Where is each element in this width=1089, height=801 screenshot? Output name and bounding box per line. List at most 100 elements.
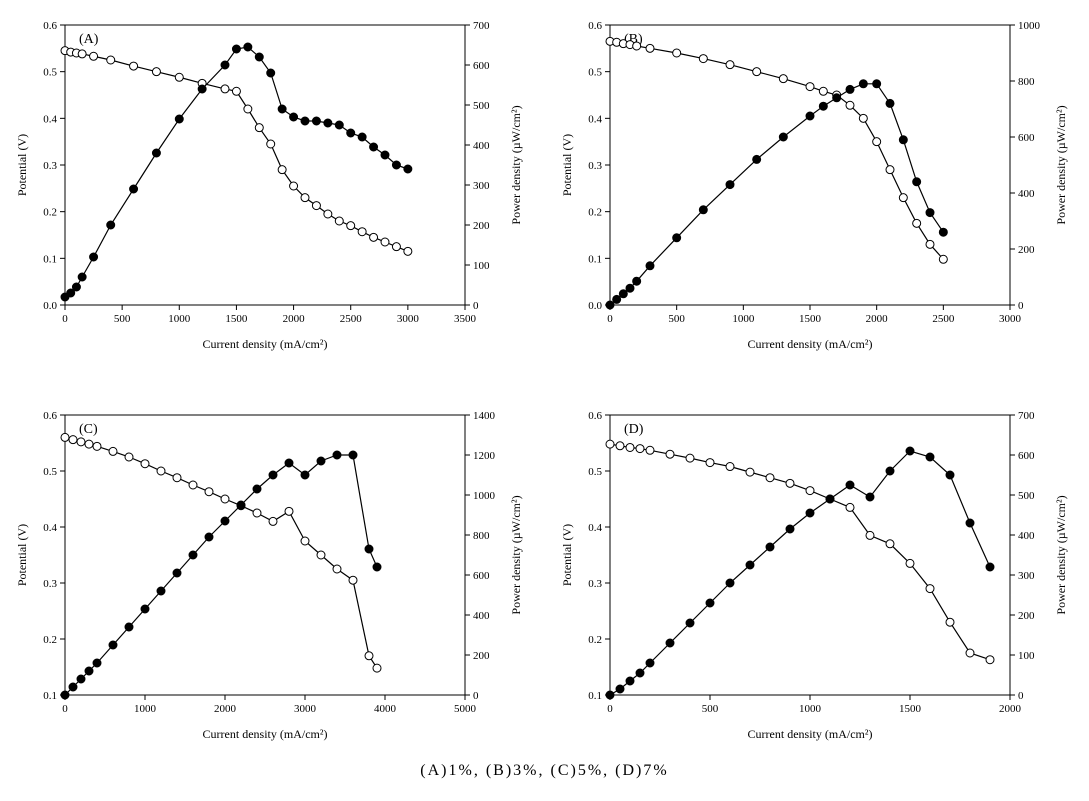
power-series-marker [746,561,754,569]
potential-series-marker [606,440,614,448]
potential-series-marker [616,442,624,450]
power-series-marker [886,467,894,475]
svg-text:400: 400 [473,610,490,622]
svg-text:1500: 1500 [225,313,248,325]
svg-text:0: 0 [62,703,68,715]
power-series-marker [986,563,994,571]
potential-series-marker [899,194,907,202]
power-series-marker [686,619,694,627]
svg-text:2500: 2500 [340,313,363,325]
power-series-marker [358,133,366,141]
power-series-marker [205,533,213,541]
svg-text:0: 0 [1018,300,1024,312]
svg-text:100: 100 [473,260,490,272]
power-series-marker [78,273,86,281]
power-series-marker [267,69,275,77]
potential-series-marker [946,618,954,626]
panel-label-C: (C) [79,422,98,437]
svg-text:Power density (µW/cm²): Power density (µW/cm²) [1054,105,1068,224]
potential-series-marker [939,255,947,263]
potential-series-marker [130,62,138,70]
chart-panel-C: 0100020003000400050000.10.20.30.40.50.60… [10,400,530,750]
potential-series-marker [290,182,298,190]
power-series-marker [846,85,854,93]
power-series-marker [606,691,614,699]
power-series-marker [189,551,197,559]
power-series-marker [324,119,332,127]
potential-series-marker [779,75,787,83]
svg-text:500: 500 [668,313,685,325]
svg-text:600: 600 [1018,450,1035,462]
svg-text:3000: 3000 [999,313,1022,325]
power-series-marker [77,675,85,683]
power-series-marker [152,149,160,157]
power-series-line [610,84,943,305]
svg-text:3500: 3500 [454,313,477,325]
svg-text:Current density (mA/cm²): Current density (mA/cm²) [747,337,872,351]
svg-text:2000: 2000 [283,313,306,325]
svg-text:1000: 1000 [134,703,157,715]
svg-text:0: 0 [62,313,68,325]
potential-series-marker [244,105,252,113]
potential-series-marker [636,445,644,453]
power-series-marker [726,579,734,587]
power-series-marker [612,295,620,303]
potential-series-marker [846,101,854,109]
power-series-marker [269,471,277,479]
potential-series-marker [699,55,707,63]
svg-text:0.5: 0.5 [588,466,602,478]
potential-series-marker [173,474,181,482]
potential-series-line [65,51,408,252]
power-series-marker [646,659,654,667]
svg-text:0.3: 0.3 [43,578,57,590]
svg-text:0.3: 0.3 [588,160,602,172]
power-series-marker [636,669,644,677]
svg-text:2000: 2000 [865,313,888,325]
potential-series-marker [109,447,117,455]
svg-text:1000: 1000 [732,313,755,325]
power-series-marker [125,623,133,631]
power-series-marker [872,80,880,88]
svg-text:400: 400 [473,140,490,152]
svg-text:0.2: 0.2 [43,207,57,219]
potential-series-marker [221,495,229,503]
potential-series-marker [78,50,86,58]
power-series-marker [926,453,934,461]
power-series-marker [646,262,654,270]
power-series-marker [752,155,760,163]
svg-text:0: 0 [1018,690,1024,702]
power-series-marker [766,543,774,551]
potential-series-marker [93,442,101,450]
power-series-marker [373,563,381,571]
svg-text:0.5: 0.5 [43,466,57,478]
svg-text:700: 700 [473,20,490,32]
power-series-marker [349,451,357,459]
chart-panel-D: 05001000150020000.10.20.30.40.50.6010020… [555,400,1075,750]
chart-panel-A: 05001000150020002500300035000.00.10.20.3… [10,10,530,360]
power-series-marker [381,151,389,159]
power-series-marker [173,569,181,577]
svg-text:0.3: 0.3 [588,578,602,590]
potential-series-marker [859,114,867,122]
svg-text:3000: 3000 [294,703,317,715]
potential-series-marker [786,479,794,487]
svg-text:Potential (V): Potential (V) [560,134,574,196]
potential-series-marker [926,585,934,593]
svg-text:0.6: 0.6 [43,410,57,422]
power-series-marker [232,45,240,53]
svg-text:Current density (mA/cm²): Current density (mA/cm²) [203,727,328,741]
potential-series-marker [766,474,774,482]
potential-series-marker [125,453,133,461]
power-series-marker [939,228,947,236]
power-series-marker [317,457,325,465]
power-series-marker [285,459,293,467]
power-series-marker [912,178,920,186]
svg-text:1000: 1000 [1018,20,1041,32]
potential-series-marker [175,73,183,81]
svg-text:0.5: 0.5 [43,67,57,79]
potential-series-marker [646,44,654,52]
potential-series-marker [157,467,165,475]
potential-series-marker [61,433,69,441]
potential-series-marker [90,52,98,60]
power-series-marker [392,161,400,169]
